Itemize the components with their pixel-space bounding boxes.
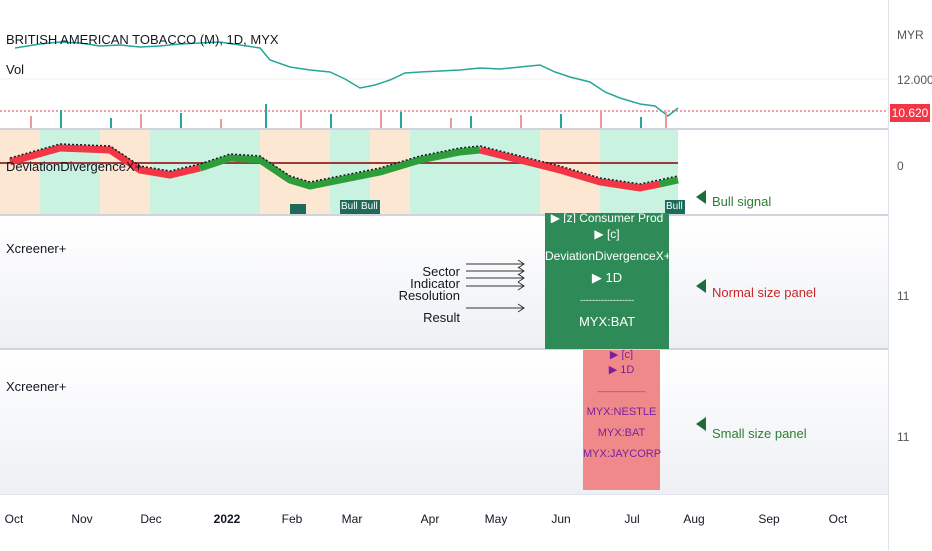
arrow-label-indicator: Indicator (410, 276, 460, 291)
panel-sector: ▶ [z] Consumer Prod (550, 213, 664, 223)
panel-divider: ------------------ (580, 295, 634, 305)
note-normal-panel: Normal size panel (712, 285, 817, 300)
pane-separator[interactable] (0, 214, 932, 216)
panel-result: MYX:BAT (597, 427, 646, 439)
panel-result: MYX:BAT (578, 314, 636, 329)
time-tick: Oct (4, 512, 24, 526)
price-pane[interactable]: BRITISH AMERICAN TOBACCO (M), 1D, MYX Vo… (0, 0, 888, 128)
time-tick: 2022 (213, 512, 241, 526)
bull-tag: Bull (666, 201, 683, 212)
indicator-zero: 0 (897, 159, 904, 173)
screener-pane-2[interactable]: Xcreener+ (0, 350, 888, 494)
pane-separator[interactable] (0, 348, 932, 350)
time-tick: Oct (828, 512, 848, 526)
screener-label: Xcreener+ (6, 379, 67, 394)
bull-tag: Bull (341, 201, 358, 212)
last-price-badge: 10.620 (890, 104, 930, 122)
indicator-pane[interactable]: DeviationDivergenceX+ Bull Bull Bull (0, 130, 888, 214)
screener-label: Xcreener+ (6, 241, 67, 256)
time-tick: Nov (71, 512, 93, 526)
volume-label: Vol (6, 62, 25, 77)
arrow-label-resolution: Resolution (398, 288, 460, 303)
time-tick: Mar (341, 512, 363, 526)
currency-label: MYR (897, 28, 924, 42)
panel-resolution: ▶ 1D (608, 364, 635, 376)
time-tick: Dec (140, 512, 162, 526)
panel-value: 11 (897, 430, 910, 444)
arrow-label-sector: Sector (422, 264, 460, 279)
pointer-icon (696, 279, 706, 293)
note-small-panel: Small size panel (712, 426, 807, 441)
time-tick: Jun (551, 512, 571, 526)
panel-indicator: ▶ [c] Deviation+ (595, 350, 647, 360)
panel-result: MYX:NESTLE (586, 406, 657, 418)
screener-pane-1[interactable]: Xcreener+ (0, 216, 888, 348)
panel-divider: ------------------ (597, 387, 646, 396)
time-tick: Aug (683, 512, 705, 526)
indicator-label: DeviationDivergenceX+ (6, 159, 143, 174)
note-bull-signal: Bull signal (712, 194, 772, 209)
time-tick: Jul (624, 512, 640, 526)
screener-panel-small: ▶ [c] Deviation+ ▶ 1D ------------------… (583, 350, 662, 490)
arrows (466, 259, 525, 313)
time-axis[interactable] (0, 494, 888, 551)
time-tick: Sep (758, 512, 780, 526)
panel-value: 11 (897, 289, 910, 303)
price-level: 12.000 (897, 73, 932, 87)
pointer-icon (696, 417, 706, 431)
screener-panel-normal: ▶ [z] Consumer Prod ▶ [c] DeviationDiver… (545, 213, 671, 349)
arrow-label-result: Result (423, 310, 460, 325)
panel-indicator: ▶ [c] DeviationDivergenceX+ (545, 227, 671, 263)
time-tick: Apr (420, 512, 440, 526)
bull-tag: Bull (361, 201, 378, 212)
price-candles (0, 41, 888, 128)
time-tick: May (484, 512, 508, 526)
price-axis[interactable]: MYR 12.000 0 11 11 (888, 0, 932, 550)
chart-title: BRITISH AMERICAN TOBACCO (M), 1D, MYX (6, 32, 279, 47)
time-tick: Feb (281, 512, 303, 526)
panel-result: MYX:JAYCORP (583, 448, 662, 460)
indicator-plot (0, 130, 685, 214)
pointer-icon (696, 190, 706, 204)
pane-separator[interactable] (0, 128, 932, 130)
panel-resolution: ▶ 1D (591, 270, 623, 285)
